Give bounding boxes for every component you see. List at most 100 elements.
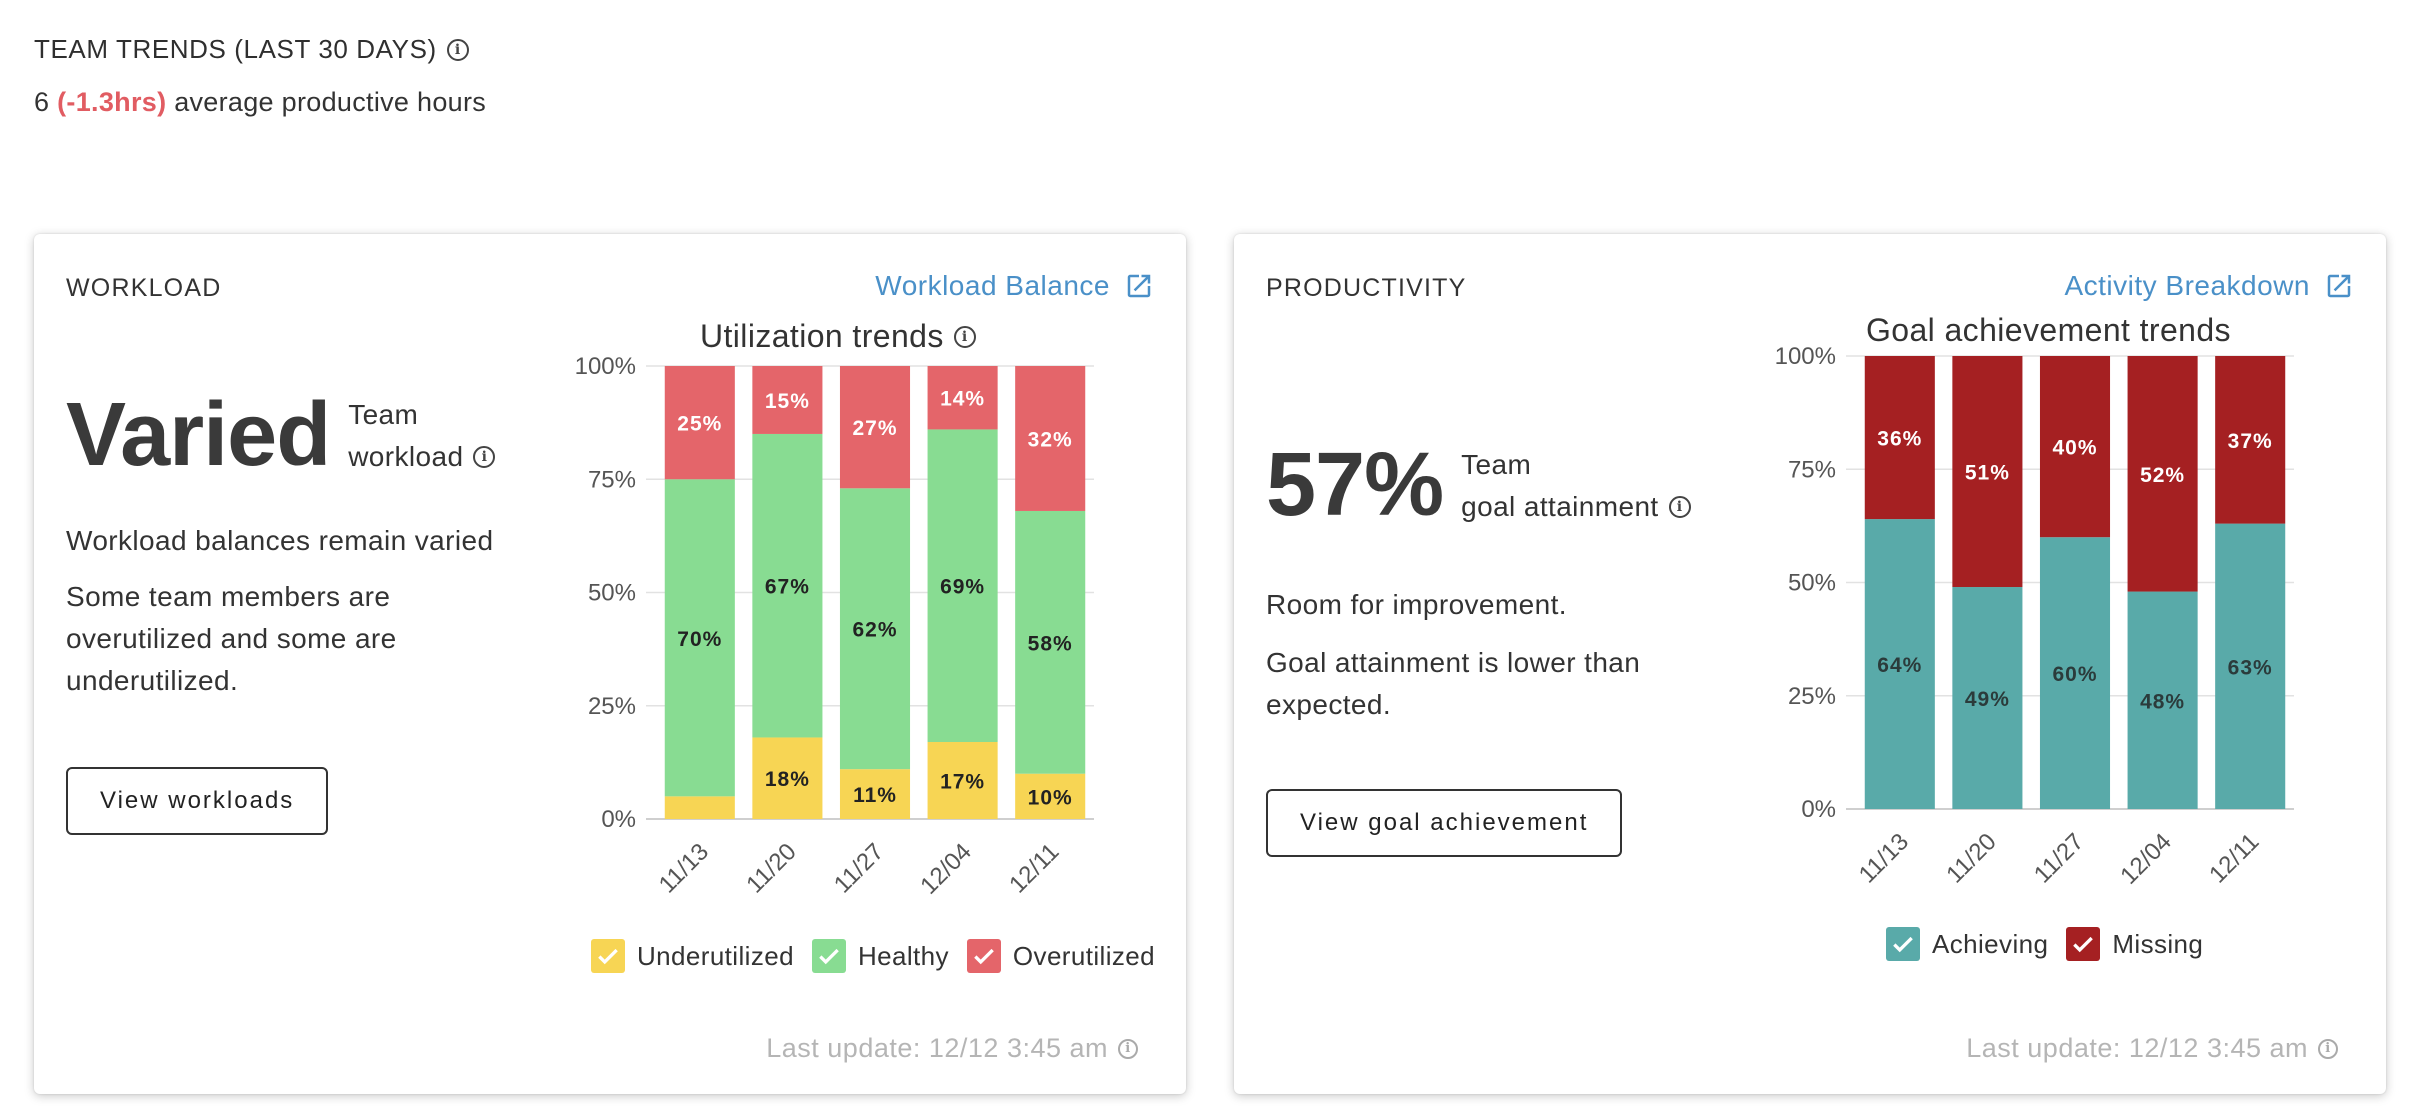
productivity-desc-heading: Room for improvement.	[1266, 589, 1567, 620]
bar-segment-underutilized[interactable]	[927, 741, 998, 819]
bar-segment-underutilized[interactable]	[839, 769, 911, 819]
goal-chart-legend: Achieving Missing	[1886, 927, 2221, 961]
legend-label: Healthy	[857, 940, 949, 971]
utilization-chart-title-text: Utilization trends	[700, 318, 944, 354]
page-header: TEAM TRENDS (LAST 30 DAYS) i 6 (-1.3hrs)…	[34, 34, 486, 118]
data-label: 36%	[1877, 428, 1922, 451]
page-title: TEAM TRENDS (LAST 30 DAYS) i	[34, 34, 486, 65]
x-tick-label: 11/27	[2029, 828, 2089, 888]
checkbox-icon[interactable]	[966, 939, 1001, 973]
info-icon[interactable]: i	[2318, 1038, 2338, 1059]
data-label: 18%	[765, 768, 810, 791]
bar-segment-missing[interactable]	[2215, 356, 2286, 524]
checkbox-icon[interactable]	[2066, 927, 2101, 961]
view-workloads-button[interactable]: View workloads	[66, 767, 329, 835]
legend-label: Achieving	[1932, 928, 2049, 959]
workload-card: WORKLOAD Workload Balance Varied Team wo…	[34, 234, 1186, 1094]
data-label: 37%	[2228, 430, 2273, 453]
bar-segment-achieving[interactable]	[2039, 537, 2111, 809]
info-icon[interactable]: i	[446, 38, 469, 61]
data-label: 67%	[765, 576, 810, 599]
bar-segment-underutilized[interactable]	[664, 796, 735, 819]
workload-status-label-line1: Team	[348, 398, 419, 430]
x-tick-label: 11/27	[829, 838, 889, 898]
data-label: 27%	[852, 417, 897, 440]
productivity-last-update: Last update: 12/12 3:45 am i	[1966, 1033, 2338, 1064]
info-icon[interactable]: i	[1668, 495, 1691, 518]
workload-desc-body: Some team members are overutilized and s…	[66, 581, 397, 696]
workload-balance-link[interactable]: Workload Balance	[875, 270, 1154, 302]
data-label: 60%	[2052, 663, 2097, 686]
data-label: 62%	[852, 619, 897, 642]
workload-balance-link-label[interactable]: Workload Balance	[875, 270, 1110, 301]
data-label: 58%	[1028, 632, 1073, 655]
x-tick-label: 11/13	[654, 838, 714, 898]
bar-segment-underutilized[interactable]	[1015, 773, 1086, 819]
data-label: 64%	[1877, 654, 1922, 677]
goal-attainment-label-line2: goal attainment	[1461, 490, 1659, 522]
data-label: 15%	[765, 390, 810, 413]
productive-hours-summary: 6 (-1.3hrs) average productive hours	[34, 87, 486, 118]
productivity-card: PRODUCTIVITY Activity Breakdown 57% Team…	[1234, 234, 2386, 1094]
checkbox-icon[interactable]	[591, 939, 625, 973]
y-tick-label: 25%	[588, 693, 636, 720]
legend-item-underutilized[interactable]: Underutilized	[591, 939, 794, 973]
bar-segment-overutilized[interactable]	[1015, 366, 1086, 511]
bar-segment-missing[interactable]	[2127, 356, 2198, 592]
goal-achievement-chart: 0% 25% 50% 75% 100% 64% 36% 11/13 49% 51% 11/20 60%…	[1775, 344, 2294, 890]
bar-segment-achieving[interactable]	[2127, 591, 2198, 809]
bar-segment-missing[interactable]	[2039, 356, 2111, 538]
workload-desc-heading: Workload balances remain varied	[66, 525, 494, 556]
bar-segment-healthy[interactable]	[664, 479, 735, 797]
goal-chart-title-text: Goal achievement trends	[1866, 312, 2231, 348]
bar-segment-underutilized[interactable]	[752, 737, 823, 819]
info-icon[interactable]: i	[473, 445, 496, 468]
checkbox-icon[interactable]	[811, 939, 846, 973]
bar-segment-healthy[interactable]	[1015, 510, 1086, 774]
productivity-desc-body: Goal attainment is lower than expected.	[1266, 647, 1641, 720]
x-tick-label: 11/20	[1941, 828, 2001, 888]
utilization-chart-legend: Underutilized Healthy Overutilized	[591, 939, 1173, 973]
data-label: 49%	[1965, 688, 2010, 711]
legend-item-overutilized[interactable]: Overutilized	[966, 939, 1155, 973]
data-label: 48%	[2140, 690, 2185, 713]
activity-breakdown-link-label[interactable]: Activity Breakdown	[2064, 270, 2310, 301]
legend-item-healthy[interactable]: Healthy	[811, 939, 949, 973]
y-tick-label: 100%	[575, 354, 636, 380]
bar-segment-missing[interactable]	[1952, 356, 2023, 588]
bar-segment-overutilized[interactable]	[839, 366, 911, 489]
y-tick-label: 50%	[1788, 570, 1836, 597]
y-tick-label: 25%	[1788, 683, 1836, 710]
checkbox-icon[interactable]	[1886, 927, 1920, 961]
workload-status: Varied Team workload i	[66, 384, 496, 487]
external-link-icon[interactable]	[2324, 271, 2354, 301]
activity-breakdown-link[interactable]: Activity Breakdown	[2064, 270, 2354, 302]
view-goal-achievement-button[interactable]: View goal achievement	[1266, 789, 1623, 857]
external-link-icon[interactable]	[1124, 271, 1154, 301]
bar-segment-missing[interactable]	[1864, 356, 1935, 520]
utilization-chart: 0% 25% 50% 75% 100% 70% 25% 11/13 18% 67% 15% 11/20…	[575, 354, 1094, 900]
bar-segment-achieving[interactable]	[1952, 587, 2023, 809]
data-label: 17%	[940, 770, 985, 793]
bar-segment-healthy[interactable]	[839, 488, 911, 770]
info-icon[interactable]: i	[1118, 1038, 1138, 1059]
bar-segment-healthy[interactable]	[927, 429, 998, 742]
data-label: 51%	[1965, 462, 2010, 485]
legend-item-achieving[interactable]: Achieving	[1886, 927, 2048, 961]
bar-segment-overutilized[interactable]	[752, 366, 823, 434]
bar-segment-achieving[interactable]	[1864, 519, 1935, 809]
legend-item-missing[interactable]: Missing	[2066, 927, 2203, 961]
y-tick-label: 75%	[1788, 456, 1836, 483]
x-tick-label: 11/13	[1854, 828, 1914, 888]
bar-segment-achieving[interactable]	[2215, 523, 2286, 809]
y-tick-label: 100%	[1775, 344, 1836, 370]
bar-segment-overutilized[interactable]	[927, 366, 998, 430]
x-tick-label: 12/04	[915, 838, 977, 900]
info-icon[interactable]: i	[953, 325, 976, 348]
bar-segment-overutilized[interactable]	[664, 366, 735, 480]
workload-status-label: Team workload i	[348, 394, 496, 478]
data-label: 14%	[940, 388, 985, 411]
bar-segment-healthy[interactable]	[752, 433, 823, 738]
data-label: 40%	[2052, 437, 2097, 460]
data-label: 70%	[677, 628, 722, 651]
